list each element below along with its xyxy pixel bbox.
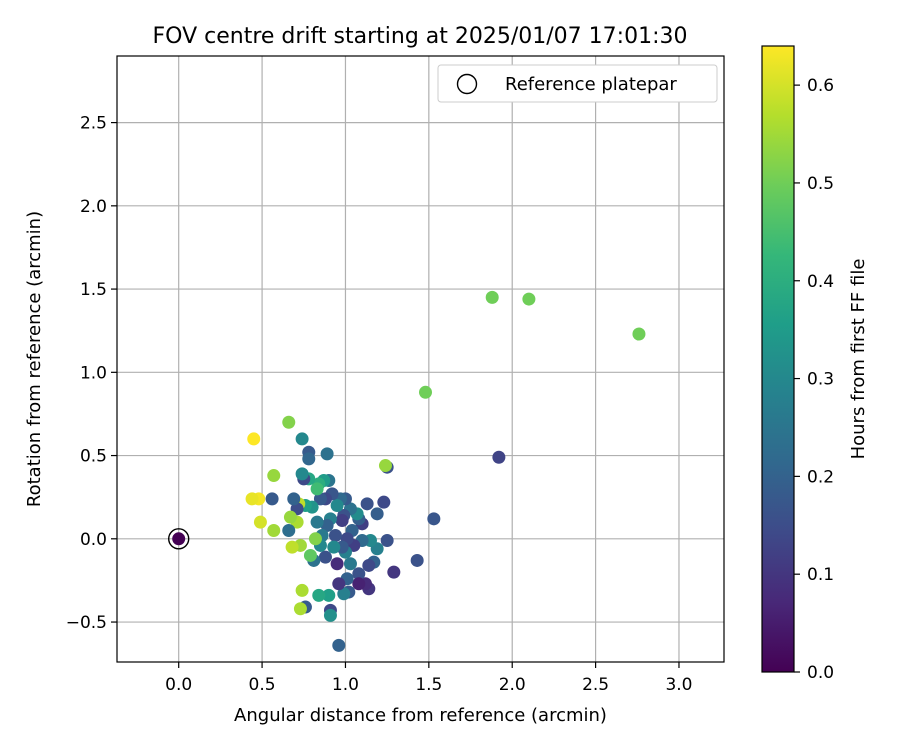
x-tick-label: 0.5 [249,675,276,695]
colorbar-tick-label: 0.4 [807,272,834,292]
colorbar-tick-label: 0.3 [807,370,834,390]
scatter-point [295,583,309,597]
scatter-point [380,533,394,547]
colorbar-ticks: 0.0 0.1 0.2 0.3 0.4 0.5 0.6 [794,76,834,683]
grid-layer [117,56,724,662]
scatter-point [485,290,499,304]
x-axis-label: Angular distance from reference (arcmin) [234,705,607,726]
scatter-point [410,553,424,567]
scatter-point [332,638,346,652]
scatter-point [320,518,334,532]
y-axis-label: Rotation from reference (arcmin) [24,211,45,507]
scatter-point [330,557,344,571]
y-axis-ticks: −0.5 0.0 0.5 1.0 1.5 2.0 2.5 [66,114,117,633]
scatter-point [492,450,506,464]
points-layer [172,290,646,652]
scatter-point [287,492,301,506]
x-tick-label: 1.0 [332,675,359,695]
scatter-point [310,482,324,496]
x-tick-label: 2.0 [499,675,526,695]
scatter-point [313,492,327,506]
scatter-point [427,512,441,526]
x-tick-label: 1.5 [415,675,442,695]
legend-box [437,64,718,103]
x-tick-label: 0.0 [165,675,192,695]
scatter-point [378,459,392,473]
y-tick-label: 0.0 [80,530,107,550]
scatter-point [318,550,332,564]
colorbar-label: Hours from first FF file [848,259,869,460]
scatter-point [247,432,261,446]
scatter-point [337,587,351,601]
scatter-point [265,492,279,506]
scatter-point [360,497,374,511]
scatter-point [322,588,336,602]
scatter-point [172,532,186,546]
colorbar-tick-label: 0.1 [807,565,834,585]
scatter-point [632,327,646,341]
reference-platepar-marker [168,528,190,550]
colorbar-tick-label: 0.0 [807,663,834,683]
scatter-point [320,447,334,461]
scatter-point [330,499,344,513]
colorbar-tick-label: 0.2 [807,467,834,487]
scatter-point [293,602,307,616]
y-tick-label: −0.5 [66,613,107,633]
y-tick-label: 1.0 [80,363,107,383]
scatter-point [253,515,267,529]
scatter-point [283,510,297,524]
scatter-point [352,577,366,591]
scatter-point [282,523,296,537]
scatter-point [332,577,346,591]
scatter-point [295,467,309,481]
scatter-point [285,540,299,554]
legend: Reference platepar [437,64,718,103]
scatter-point [245,492,259,506]
scatter-point [302,452,316,466]
scatter-point [312,588,326,602]
y-tick-label: 0.5 [80,447,107,467]
scatter-point [328,528,342,542]
scatter-point [419,385,433,399]
legend-reference-marker [456,73,478,95]
scatter-point [352,567,366,581]
colorbar [761,45,795,673]
x-tick-label: 3.0 [665,675,692,695]
legend-entry-reference-platepar: Reference platepar [505,74,677,95]
scatter-point [267,469,281,483]
x-axis-ticks: 0.0 0.5 1.0 1.5 2.0 2.5 3.0 [165,662,692,695]
scatter-point [327,540,341,554]
reference-layer [168,528,190,550]
scatter-point [335,513,349,527]
x-tick-label: 2.5 [582,675,609,695]
chart-title: FOV centre drift starting at 2025/01/07 … [153,24,688,49]
scatter-point [377,495,391,509]
colorbar-tick-label: 0.6 [807,76,834,96]
y-tick-label: 1.5 [80,280,107,300]
scatter-point [310,515,324,529]
scatter-point [267,523,281,537]
scatter-point [295,432,309,446]
scatter-point [362,558,376,572]
scatter-point [303,548,317,562]
y-tick-label: 2.0 [80,197,107,217]
scatter-point [343,557,357,571]
plot-frame [116,55,725,663]
y-tick-label: 2.5 [80,114,107,134]
scatter-point [308,532,322,546]
scatter-point [387,565,401,579]
scatter-point [323,608,337,622]
scatter-point [370,507,384,521]
colorbar-tick-label: 0.5 [807,174,834,194]
scatter-point [522,292,536,306]
scatter-point [282,415,296,429]
